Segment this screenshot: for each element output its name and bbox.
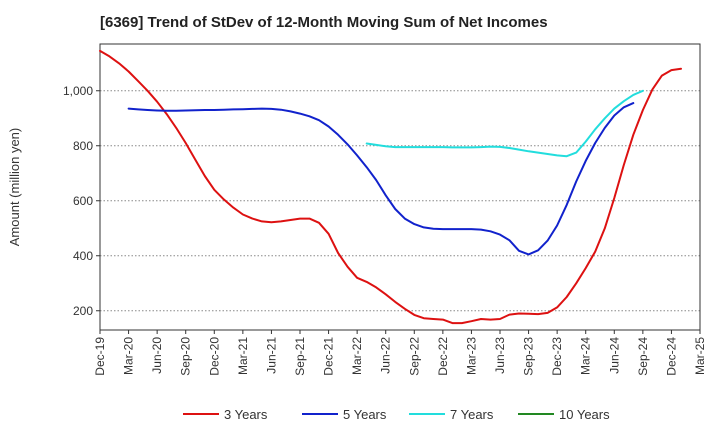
x-tick-label: Jun-23 — [493, 337, 507, 374]
x-tick-label: Dec-23 — [550, 337, 564, 376]
x-tick-label: Sep-21 — [293, 337, 307, 376]
y-tick-label: 800 — [73, 139, 93, 153]
x-tick-label: Mar-25 — [693, 337, 707, 375]
x-tick-label: Dec-19 — [93, 337, 107, 376]
x-tick-label: Jun-22 — [379, 337, 393, 374]
x-tick-label: Dec-20 — [207, 337, 221, 376]
x-tick-label: Jun-20 — [150, 337, 164, 374]
x-tick-label: Dec-22 — [436, 337, 450, 376]
x-tick-label: Dec-24 — [664, 337, 678, 376]
x-tick-label: Jun-21 — [264, 337, 278, 374]
x-tick-label: Mar-24 — [579, 337, 593, 375]
y-tick-label: 1,000 — [63, 84, 93, 98]
series-line-5-years — [127, 102, 635, 256]
legend-label: 7 Years — [450, 407, 494, 422]
x-tick-label: Sep-20 — [179, 337, 193, 376]
series-line-3-years — [99, 49, 682, 325]
series-line-7-years — [365, 89, 644, 158]
x-tick-label: Mar-23 — [464, 337, 478, 375]
x-tick-label: Mar-22 — [350, 337, 364, 375]
plot-frame — [99, 43, 701, 331]
y-axis-label: Amount (million yen) — [7, 128, 22, 247]
y-tick-label: 600 — [73, 194, 93, 208]
y-tick-label: 400 — [73, 249, 93, 263]
x-tick-label: Mar-21 — [236, 337, 250, 375]
x-tick-label: Sep-24 — [636, 337, 650, 376]
x-tick-label: Mar-20 — [122, 337, 136, 375]
x-tick-label: Jun-24 — [607, 337, 621, 374]
legend-label: 10 Years — [559, 407, 610, 422]
chart-title: [6369] Trend of StDev of 12-Month Moving… — [100, 14, 548, 31]
legend-label: 5 Years — [343, 407, 387, 422]
x-tick-label: Sep-22 — [407, 337, 421, 376]
y-tick-label: 200 — [73, 304, 93, 318]
x-tick-label: Dec-21 — [322, 337, 336, 376]
legend-label: 3 Years — [224, 407, 268, 422]
x-tick-label: Sep-23 — [522, 337, 536, 376]
